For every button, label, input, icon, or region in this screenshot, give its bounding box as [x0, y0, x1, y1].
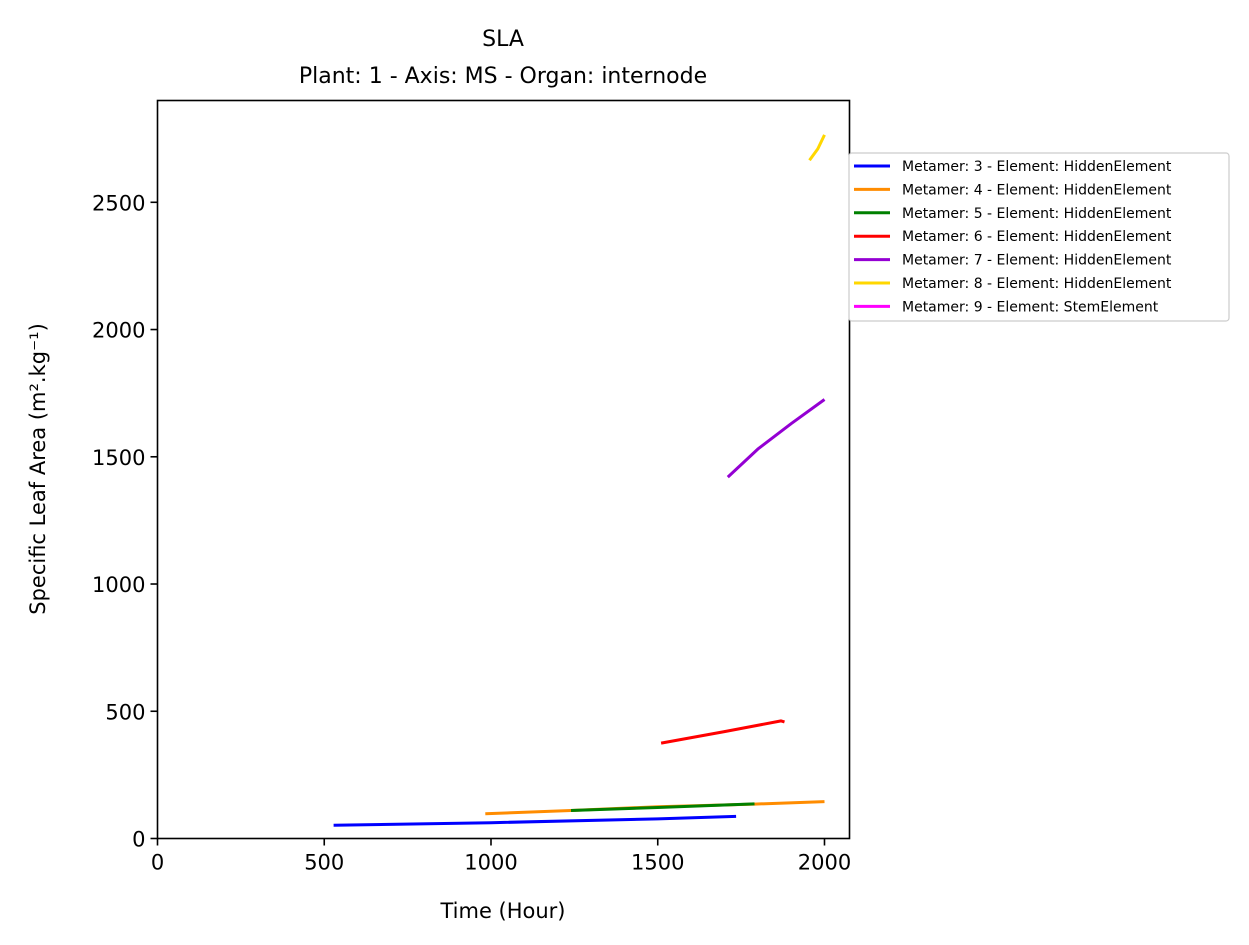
y-tick-label-3: 1500 [92, 446, 145, 470]
y-tick-label-4: 2000 [92, 319, 145, 343]
x-tick-label-1: 500 [304, 851, 344, 875]
x-axis-label: Time (Hour) [439, 899, 565, 923]
chart-subtitle: Plant: 1 - Axis: MS - Organ: internode [299, 64, 707, 89]
x-tick-label-2: 1000 [464, 851, 517, 875]
series-line-5 [808, 134, 826, 162]
y-axis: 0 500 1000 1500 2000 2500 [92, 191, 158, 852]
legend-label-3: Metamer: 6 - Element: HiddenElement [902, 229, 1172, 245]
series-line-2 [570, 802, 755, 812]
x-tick-label-3: 1500 [631, 851, 684, 875]
series-line-3 [660, 719, 785, 745]
series-layer [333, 134, 826, 827]
y-axis-label: Specific Leaf Area (m².kg⁻¹) [26, 323, 50, 615]
legend-label-5: Metamer: 8 - Element: HiddenElement [902, 276, 1172, 292]
legend-label-2: Metamer: 5 - Element: HiddenElement [902, 206, 1172, 222]
series-line-4 [726, 398, 826, 479]
legend-label-6: Metamer: 9 - Element: StemElement [902, 299, 1159, 315]
y-tick-label-1: 500 [105, 700, 145, 724]
plot-frame [156, 99, 851, 840]
legend-label-4: Metamer: 7 - Element: HiddenElement [902, 253, 1172, 269]
chart-title: SLA [482, 27, 524, 52]
legend: Metamer: 3 - Element: HiddenElement Metam… [848, 152, 1230, 322]
legend-label-0: Metamer: 3 - Element: HiddenElement [902, 159, 1172, 175]
y-tick-label-2: 1000 [92, 573, 145, 597]
x-tick-label-0: 0 [151, 851, 164, 875]
legend-label-1: Metamer: 4 - Element: HiddenElement [902, 182, 1172, 198]
legend-frame [848, 152, 1230, 322]
series-line-0 [333, 814, 737, 827]
x-tick-label-4: 2000 [798, 851, 851, 875]
y-tick-label-0: 0 [132, 828, 145, 852]
x-axis: 0 500 1000 1500 2000 [151, 838, 851, 875]
y-tick-label-5: 2500 [92, 191, 145, 215]
